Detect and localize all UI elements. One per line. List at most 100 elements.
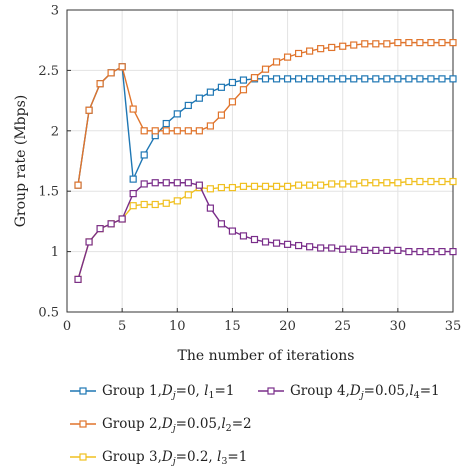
series-3-point	[350, 180, 358, 188]
series-4-line	[77, 182, 453, 280]
series-4-point	[173, 179, 181, 187]
legend-l-value: =1	[227, 449, 247, 465]
series-1-point	[184, 101, 192, 110]
series-2-point	[350, 41, 358, 49]
series-3-point	[261, 182, 270, 190]
series-2	[74, 39, 457, 189]
series-3-point	[438, 177, 446, 186]
series-1-point	[228, 78, 237, 87]
legend-label: Group 1,Dj=0, l1=1	[102, 383, 234, 401]
series-1-point	[306, 75, 314, 83]
x-tick-label: 10	[169, 319, 186, 334]
series-4-point	[217, 220, 225, 228]
series-4-point	[206, 204, 214, 212]
legend-series-name: Group 1,	[102, 383, 162, 399]
legend-l-value: =2	[232, 416, 252, 432]
series-1-point	[416, 75, 424, 83]
series-3-point	[206, 185, 214, 193]
series-1-point	[173, 110, 181, 118]
legend-series-name: Group 2,	[102, 416, 162, 432]
series-3-point	[449, 177, 457, 186]
legend-label: Group 2,Dj=0.05,l2=2	[102, 416, 252, 434]
legend-d-value: =0.05,	[364, 383, 410, 399]
series-4-point	[228, 227, 237, 235]
legend-l-subscript: 2	[226, 423, 232, 434]
legend-l-value: =1	[215, 383, 235, 399]
series-4-point	[306, 243, 314, 251]
legend-d-subscript: j	[171, 456, 176, 467]
series-2-point	[261, 65, 270, 73]
series-3-point	[173, 197, 181, 205]
series-2-point	[283, 53, 292, 61]
legend-d-value: =0.05,	[176, 416, 222, 432]
series-2-point	[372, 40, 380, 48]
series-4-point	[118, 215, 126, 223]
series-1-point	[372, 75, 380, 83]
series-4-point	[239, 232, 248, 240]
series-3-point	[405, 177, 413, 186]
series-4-point	[339, 245, 347, 253]
series-1-point	[405, 75, 413, 83]
x-tick-label: 30	[390, 319, 407, 334]
series-2-point	[206, 122, 214, 130]
legend-l-value: =1	[420, 383, 440, 399]
series-1-point	[438, 75, 446, 83]
series-1-point	[361, 75, 369, 83]
legend-swatch-marker	[267, 387, 275, 395]
series-3-point	[151, 200, 159, 209]
legend-label: Group 4,Dj=0.05,l4=1	[290, 383, 440, 401]
series-1-point	[261, 75, 270, 83]
x-tick-label: 20	[279, 319, 296, 334]
series-1-point	[295, 75, 303, 83]
series-1-point	[239, 76, 248, 84]
legend-entry-4: Group 4,Dj=0.05,l4=1	[258, 383, 440, 401]
series-2-point	[427, 39, 435, 47]
series-2-point	[140, 127, 148, 135]
series-1-point	[272, 75, 281, 83]
series-4-point	[350, 245, 358, 253]
series-4-point	[140, 180, 148, 188]
series-1-line	[77, 65, 453, 186]
series-3-point	[383, 179, 391, 187]
series-2-point	[96, 80, 104, 88]
legend-d-value: =0,	[176, 383, 204, 399]
series-3-point	[250, 182, 259, 190]
legend-entry-1: Group 1,Dj=0, l1=1	[70, 383, 234, 401]
series-3-point	[306, 181, 314, 189]
legend-l-symbol: l	[217, 449, 221, 465]
series-4-point	[151, 179, 159, 187]
series-1-point	[317, 75, 325, 83]
legend-series-name: Group 4,	[290, 383, 350, 399]
series-2-point	[195, 127, 203, 135]
series-2-point	[272, 58, 281, 66]
legend-swatch-marker	[79, 420, 87, 428]
series-4-point	[129, 190, 137, 198]
series-3-point	[184, 191, 192, 199]
series-2-point	[383, 40, 391, 48]
series-4-point	[317, 244, 325, 252]
series-2-point	[306, 47, 314, 55]
series-3-point	[317, 181, 325, 189]
series-4-point	[96, 225, 104, 233]
series-2-point	[217, 111, 225, 119]
series-4-point	[184, 179, 192, 187]
series-1-point	[140, 151, 148, 159]
series-2-point	[339, 42, 347, 50]
legend-swatch-marker	[79, 453, 87, 461]
legend-d-value: =0.2,	[176, 449, 217, 465]
x-tick-label: 35	[445, 319, 462, 334]
series-1-point	[339, 75, 347, 83]
legend-d-symbol: D	[349, 383, 361, 399]
y-axis-label: Group rate (Mbps)	[13, 95, 29, 228]
legend-d-subscript: j	[359, 390, 364, 401]
series-2-point	[394, 39, 402, 47]
legend-l-symbol: l	[409, 383, 413, 399]
series-3-point	[217, 183, 225, 192]
series-3-point	[239, 182, 248, 190]
legend-d-symbol: D	[161, 416, 173, 432]
series-1-point	[195, 94, 203, 102]
axis-ticks: 0 5 10 15 20 25 30 35 0.5 1 1.5 2 2.5 3	[38, 4, 461, 335]
series-3-point	[129, 202, 137, 210]
y-tick-label: 3	[51, 4, 59, 19]
